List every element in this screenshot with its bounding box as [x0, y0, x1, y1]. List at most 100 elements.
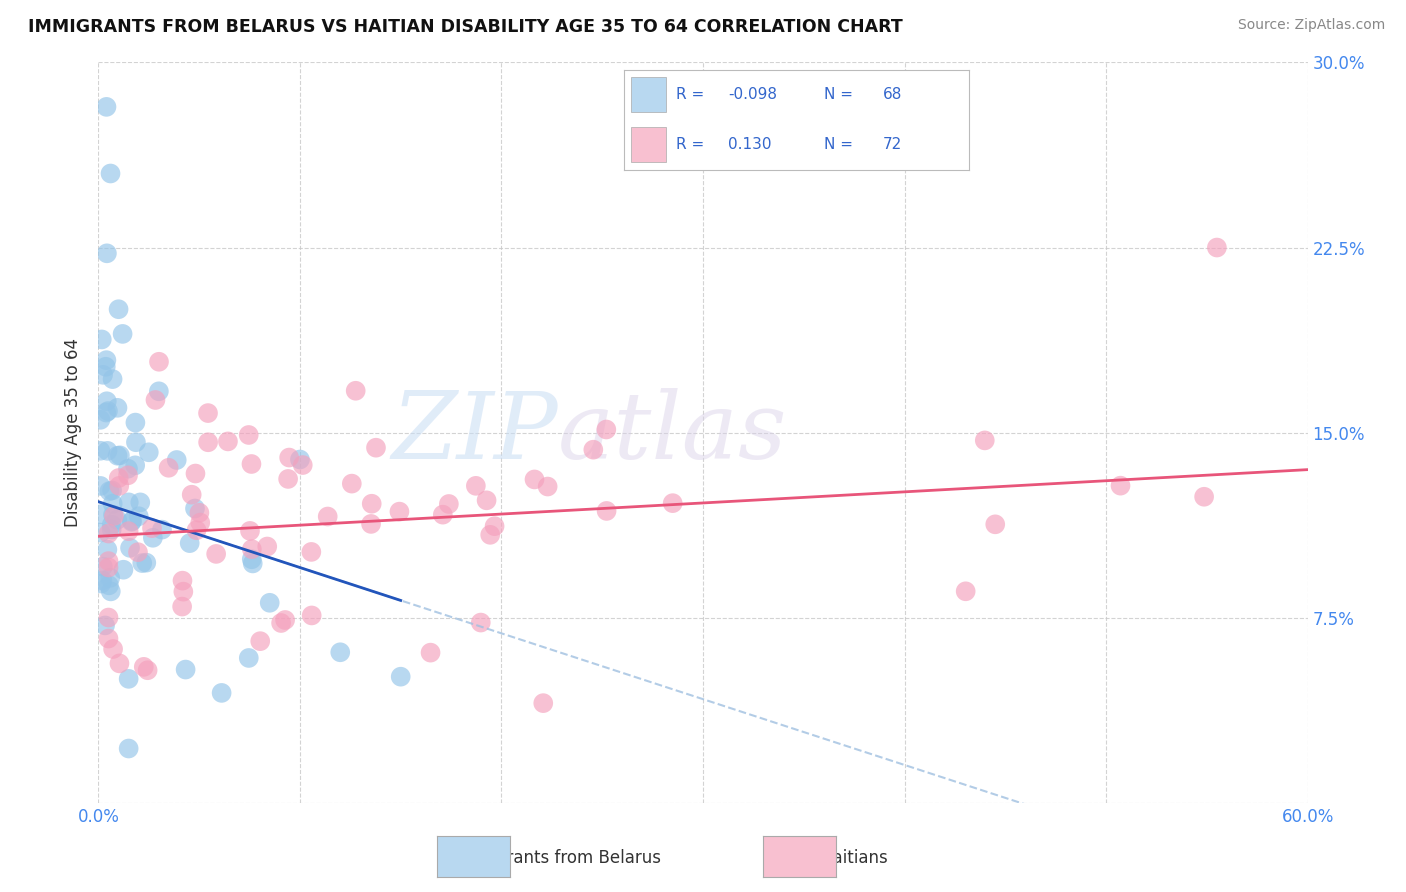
- Point: [117, 524, 139, 538]
- Point: [89, 413, 111, 427]
- Point: [94, 359, 117, 374]
- Point: [270, 615, 292, 630]
- Point: [211, 686, 233, 700]
- Point: [274, 613, 297, 627]
- Point: [124, 458, 146, 473]
- Point: [360, 516, 382, 531]
- Point: [94, 405, 117, 419]
- Point: [278, 450, 301, 465]
- Point: [91, 559, 114, 574]
- Text: Haitians: Haitians: [820, 849, 889, 867]
- Point: [100, 584, 122, 599]
- Point: [98, 484, 121, 499]
- Point: [256, 540, 278, 554]
- Point: [125, 435, 148, 450]
- Point: [117, 468, 139, 483]
- Point: [128, 509, 150, 524]
- Point: [238, 651, 260, 665]
- Point: [184, 467, 207, 481]
- Point: [90, 576, 112, 591]
- Point: [180, 488, 202, 502]
- Point: [96, 443, 118, 458]
- Point: [316, 509, 339, 524]
- Point: [184, 501, 207, 516]
- Point: [239, 524, 262, 538]
- Point: [1109, 478, 1132, 492]
- Point: [240, 457, 263, 471]
- Point: [100, 517, 122, 532]
- Point: [131, 556, 153, 570]
- Point: [291, 458, 314, 472]
- Text: atlas: atlas: [558, 388, 787, 477]
- Point: [984, 517, 1007, 532]
- Point: [89, 479, 111, 493]
- Point: [148, 355, 170, 369]
- Point: [595, 504, 617, 518]
- Point: [329, 645, 352, 659]
- Point: [389, 670, 412, 684]
- Point: [141, 521, 163, 535]
- Point: [419, 646, 441, 660]
- Point: [111, 326, 134, 341]
- Point: [135, 556, 157, 570]
- Point: [186, 523, 208, 537]
- Point: [118, 741, 141, 756]
- Point: [242, 557, 264, 571]
- Point: [537, 479, 560, 493]
- Point: [101, 642, 124, 657]
- Point: [1192, 490, 1215, 504]
- Point: [132, 660, 155, 674]
- Point: [179, 536, 201, 550]
- Point: [96, 246, 118, 260]
- Point: [595, 422, 617, 436]
- Point: [96, 394, 118, 409]
- Point: [89, 443, 111, 458]
- Point: [108, 448, 131, 462]
- Point: [973, 434, 995, 448]
- Point: [91, 574, 114, 588]
- Point: [523, 472, 546, 486]
- Point: [121, 515, 143, 529]
- Point: [89, 525, 111, 540]
- Point: [197, 406, 219, 420]
- Point: [432, 508, 454, 522]
- Point: [96, 542, 118, 557]
- Point: [108, 657, 131, 671]
- Point: [112, 563, 135, 577]
- Point: [157, 460, 180, 475]
- Point: [127, 545, 149, 559]
- Point: [197, 435, 219, 450]
- Point: [107, 471, 129, 485]
- Point: [89, 508, 111, 522]
- Point: [172, 584, 194, 599]
- Point: [437, 497, 460, 511]
- Point: [96, 353, 118, 368]
- Point: [259, 596, 281, 610]
- Point: [101, 497, 124, 511]
- Point: [470, 615, 492, 630]
- Point: [188, 516, 211, 530]
- Point: [1206, 240, 1229, 255]
- Point: [97, 554, 120, 568]
- Point: [364, 441, 387, 455]
- Point: [97, 560, 120, 574]
- Text: IMMIGRANTS FROM BELARUS VS HAITIAN DISABILITY AGE 35 TO 64 CORRELATION CHART: IMMIGRANTS FROM BELARUS VS HAITIAN DISAB…: [28, 18, 903, 36]
- Point: [205, 547, 228, 561]
- Point: [240, 552, 263, 566]
- Point: [277, 472, 299, 486]
- Point: [90, 333, 112, 347]
- Text: Source: ZipAtlas.com: Source: ZipAtlas.com: [1237, 18, 1385, 32]
- Point: [249, 634, 271, 648]
- Point: [97, 526, 120, 541]
- Point: [172, 574, 194, 588]
- Point: [240, 542, 263, 557]
- Point: [94, 618, 117, 632]
- Point: [107, 302, 129, 317]
- Point: [344, 384, 367, 398]
- Point: [217, 434, 239, 449]
- Point: [101, 508, 124, 522]
- Point: [166, 453, 188, 467]
- Point: [118, 495, 141, 509]
- Point: [100, 166, 122, 180]
- Point: [475, 493, 498, 508]
